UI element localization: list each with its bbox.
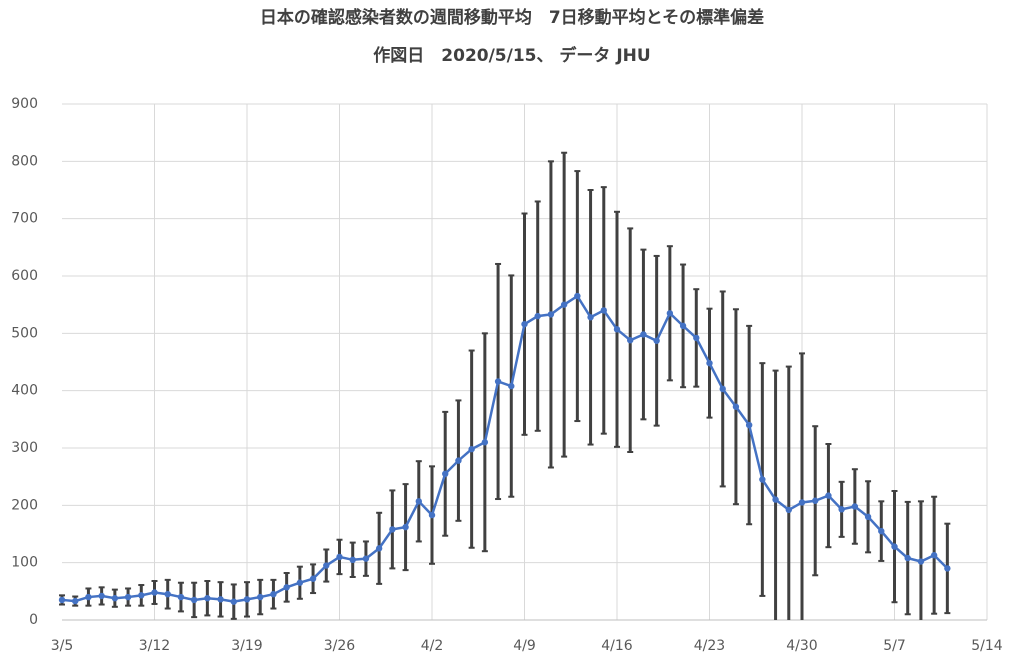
data-point — [587, 314, 594, 321]
data-point — [521, 320, 528, 328]
data-point — [944, 565, 951, 572]
data-point — [402, 523, 409, 531]
data-point — [930, 552, 938, 559]
data-point — [362, 555, 370, 562]
x-tick-label: 4/23 — [694, 638, 725, 654]
data-point — [560, 301, 568, 308]
data-point — [336, 553, 343, 561]
y-tick-label: 300 — [11, 440, 38, 456]
data-point — [494, 378, 502, 385]
data-point — [309, 575, 317, 582]
data-point — [85, 593, 92, 601]
data-point — [653, 337, 660, 344]
data-point — [679, 322, 687, 330]
data-point — [442, 470, 449, 477]
data-point — [904, 554, 911, 562]
data-point — [98, 592, 105, 600]
x-tick-label: 3/19 — [231, 638, 262, 654]
chart-title: 日本の確認感染者数の週間移動平均 7日移動平均とその標準偏差 — [260, 7, 764, 28]
data-point — [270, 591, 277, 598]
data-point — [574, 292, 581, 300]
data-point — [666, 310, 674, 317]
data-point — [891, 543, 898, 550]
data-point — [508, 382, 515, 390]
data-point — [534, 312, 541, 320]
data-point — [349, 556, 356, 563]
x-tick-label: 3/26 — [324, 638, 356, 654]
data-point — [190, 596, 198, 604]
data-point — [812, 497, 819, 504]
x-tick-label: 4/16 — [601, 638, 633, 654]
data-point — [613, 326, 621, 333]
data-point — [389, 526, 396, 533]
data-point — [706, 359, 713, 367]
data-point — [864, 513, 872, 520]
data-point — [415, 498, 422, 505]
series — [58, 151, 951, 620]
y-tick-label: 200 — [11, 497, 38, 513]
data-point — [917, 558, 925, 565]
data-point — [230, 598, 237, 605]
data-point — [58, 596, 66, 604]
chart-subtitle: 作図日 2020/5/15、 データ JHU — [373, 45, 650, 66]
data-point — [138, 592, 145, 599]
data-point — [296, 579, 304, 586]
data-point — [693, 334, 700, 342]
y-tick-label: 0 — [29, 612, 38, 628]
y-tick-label: 400 — [11, 383, 38, 399]
data-point — [72, 597, 79, 605]
y-tick-label: 900 — [11, 96, 38, 112]
data-point — [600, 307, 607, 314]
data-point — [164, 591, 171, 598]
x-tick-label: 4/2 — [421, 638, 444, 654]
data-point — [825, 492, 832, 499]
data-point — [177, 593, 185, 601]
data-point — [455, 457, 462, 464]
data-point — [257, 593, 264, 601]
data-point — [772, 496, 779, 503]
data-point — [838, 506, 845, 513]
x-tick-label: 4/30 — [786, 638, 817, 654]
data-point — [878, 527, 885, 535]
data-point — [719, 385, 726, 393]
data-point — [640, 331, 647, 338]
data-point — [428, 511, 436, 519]
x-tick-label: 5/7 — [883, 638, 906, 654]
data-point — [745, 421, 753, 429]
y-tick-label: 600 — [11, 268, 38, 284]
data-point — [468, 445, 475, 453]
y-tick-label: 800 — [11, 153, 38, 169]
y-tick-label: 700 — [11, 211, 38, 227]
data-point — [759, 476, 766, 483]
data-point — [204, 595, 211, 602]
data-point — [798, 499, 806, 506]
x-tick-label: 4/9 — [513, 638, 536, 654]
x-tick-label: 3/5 — [51, 638, 74, 654]
data-point — [627, 337, 634, 344]
data-point — [481, 439, 489, 446]
data-point — [111, 595, 119, 602]
data-point — [375, 545, 383, 552]
data-point — [732, 403, 740, 410]
x-tick-label: 5/14 — [971, 638, 1003, 654]
data-point — [323, 562, 330, 569]
data-point — [547, 311, 555, 318]
y-tick-label: 500 — [11, 325, 38, 341]
y-tick-label: 100 — [11, 555, 38, 571]
data-point — [243, 596, 251, 603]
x-tick-label: 3/12 — [139, 638, 170, 654]
data-point — [217, 596, 224, 603]
data-point — [151, 589, 158, 596]
data-point — [283, 584, 290, 591]
data-point — [124, 593, 132, 601]
data-point — [785, 506, 792, 514]
data-point — [851, 503, 859, 510]
